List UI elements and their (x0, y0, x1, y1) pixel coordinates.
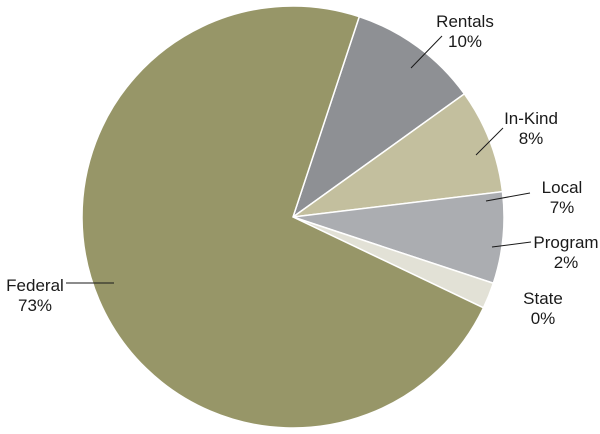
pie-slice-in-kind (292, 92, 504, 218)
slice-name-state: State (523, 289, 563, 308)
pie-slice-federal (81, 5, 485, 429)
slice-name-rentals: Rentals (436, 12, 494, 31)
slice-value-local: 7% (550, 198, 575, 217)
leader-line-in-kind (475, 127, 504, 156)
leader-line-program (491, 241, 532, 248)
slice-value-in-kind: 8% (519, 129, 544, 148)
slice-value-rentals: 10% (448, 32, 482, 51)
leader-line-rentals (410, 35, 443, 69)
slice-name-federal: Federal (6, 276, 64, 295)
slice-value-federal: 73% (18, 296, 52, 315)
leader-line-local (485, 192, 531, 202)
slice-value-state: 0% (531, 309, 556, 328)
slice-value-program: 2% (554, 253, 579, 272)
pie-slice-rentals (291, 15, 466, 219)
slice-name-local: Local (542, 178, 583, 197)
slice-name-in-kind: In-Kind (504, 109, 558, 128)
slice-name-program: Program (533, 233, 598, 252)
